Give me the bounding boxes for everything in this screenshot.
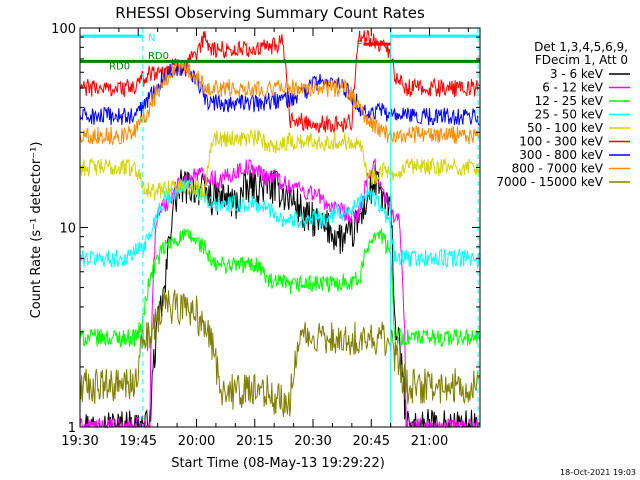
x-tick-label: 19:45 [120,434,157,449]
y-tick-label: 10 [59,222,76,237]
series-line [80,164,480,429]
legend-label: 6 - 12 keV [542,81,604,95]
legend-label: 800 - 7000 keV [512,162,604,176]
y-tick-label: 100 [51,22,76,37]
legend-label: 7000 - 15000 keV [496,175,603,189]
y-axis-ticks: 1 10 100 [51,22,480,436]
x-tick-label: 20:30 [294,434,331,449]
legend: Det 1,3,4,5,6,9, FDecim 1, Att 0 3 - 6 k… [496,40,630,189]
legend-label: 100 - 300 keV [519,135,603,149]
flag-label: F [357,39,363,50]
legend-label: 3 - 6 keV [550,67,604,81]
x-tick-label: 20:15 [236,434,273,449]
series-line [79,58,480,146]
legend-header-1: Det 1,3,4,5,6,9, [534,40,628,54]
series-line [79,62,480,126]
series-line [79,30,480,133]
series-line [79,128,480,201]
legend-label: 50 - 100 keV [527,121,604,135]
chart-title: RHESSI Observing Summary Count Rates [115,4,425,22]
flag-label: RD0 [109,61,130,72]
x-tick-label: 19:30 [61,434,98,449]
x-tick-label: 20:00 [178,434,215,449]
series-layer [79,30,480,429]
x-tick-label: 21:00 [411,434,448,449]
series-line [79,179,480,270]
y-tick-label: 1 [68,421,76,436]
flag-label: N [148,33,155,44]
x-axis-ticks: 19:30 19:45 20:00 20:15 20:30 20:45 21:00 [61,28,469,449]
series-line [79,289,480,417]
legend-label: 300 - 800 keV [519,148,603,162]
legend-header-2: FDecim 1, Att 0 [535,53,628,67]
x-axis-label: Start Time (08-May-13 19:29:22) [171,456,385,471]
legend-label: 25 - 50 keV [535,108,604,122]
footer-timestamp: 18-Oct-2021 19:03 [560,468,636,477]
series-line [79,158,480,429]
flag-label: RD0 [148,51,169,62]
y-axis-label: Count Rate (s⁻¹ detector⁻¹) [29,142,44,319]
x-tick-label: 20:45 [353,434,390,449]
legend-label: 12 - 25 keV [535,94,604,108]
series-line [79,228,480,348]
